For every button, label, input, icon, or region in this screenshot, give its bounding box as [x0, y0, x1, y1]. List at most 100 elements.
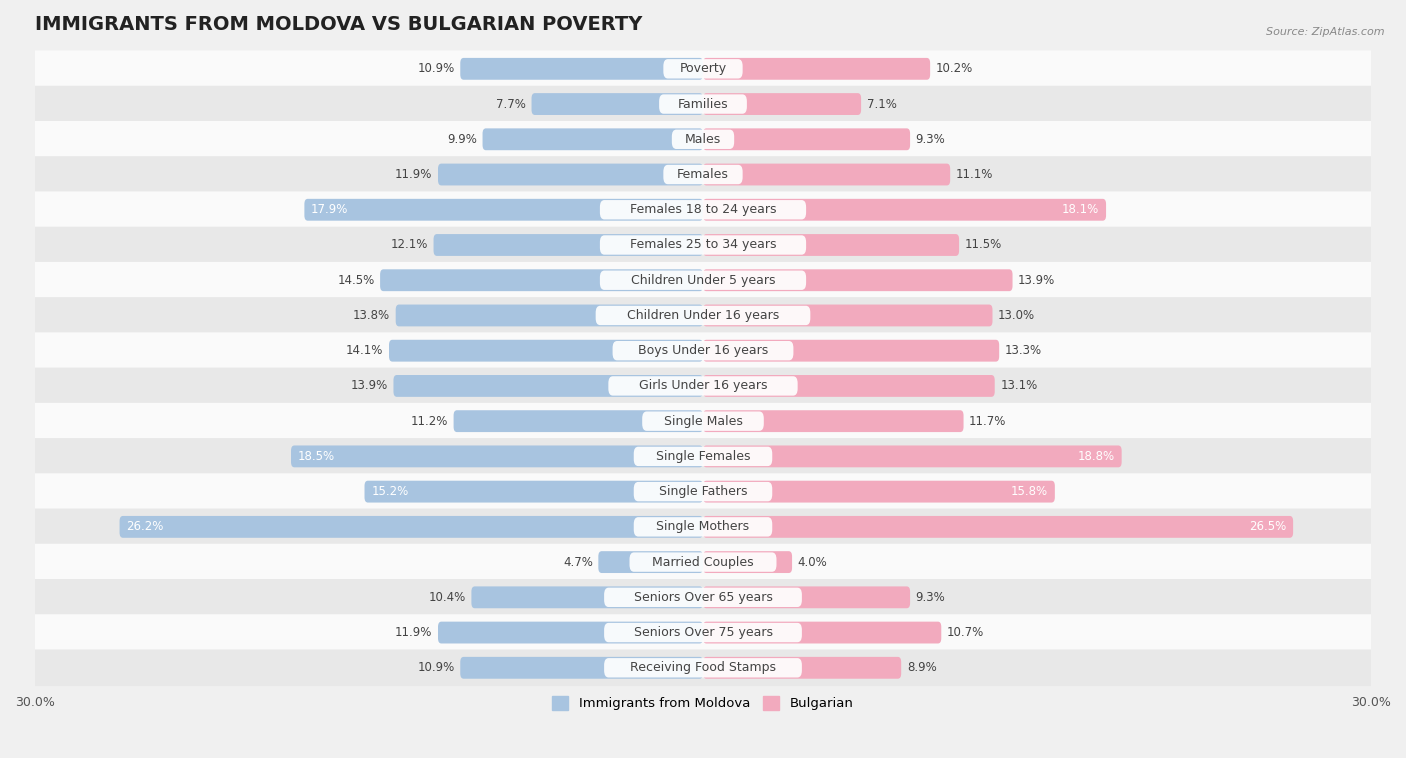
Text: 18.5%: 18.5% — [298, 450, 335, 463]
Text: 13.9%: 13.9% — [1018, 274, 1056, 287]
FancyBboxPatch shape — [24, 86, 1382, 122]
Text: 14.5%: 14.5% — [337, 274, 374, 287]
Text: 8.9%: 8.9% — [907, 661, 936, 675]
Text: 10.9%: 10.9% — [418, 62, 454, 75]
Text: 13.1%: 13.1% — [1000, 380, 1038, 393]
Text: 10.4%: 10.4% — [429, 590, 465, 604]
FancyBboxPatch shape — [703, 199, 1107, 221]
FancyBboxPatch shape — [630, 553, 776, 572]
FancyBboxPatch shape — [24, 156, 1382, 193]
FancyBboxPatch shape — [433, 234, 703, 256]
Text: 11.2%: 11.2% — [411, 415, 449, 428]
Text: 10.9%: 10.9% — [418, 661, 454, 675]
Text: 17.9%: 17.9% — [311, 203, 349, 216]
FancyBboxPatch shape — [24, 192, 1382, 228]
FancyBboxPatch shape — [703, 657, 901, 678]
Text: Females 25 to 34 years: Females 25 to 34 years — [630, 239, 776, 252]
Text: Married Couples: Married Couples — [652, 556, 754, 568]
Text: 13.0%: 13.0% — [998, 309, 1035, 322]
FancyBboxPatch shape — [291, 446, 703, 468]
FancyBboxPatch shape — [634, 482, 772, 501]
FancyBboxPatch shape — [703, 58, 931, 80]
FancyBboxPatch shape — [389, 340, 703, 362]
FancyBboxPatch shape — [24, 650, 1382, 686]
Text: Seniors Over 65 years: Seniors Over 65 years — [634, 590, 772, 604]
FancyBboxPatch shape — [531, 93, 703, 115]
FancyBboxPatch shape — [596, 305, 810, 325]
FancyBboxPatch shape — [605, 623, 801, 642]
Text: 4.0%: 4.0% — [797, 556, 827, 568]
FancyBboxPatch shape — [703, 269, 1012, 291]
FancyBboxPatch shape — [605, 587, 801, 607]
FancyBboxPatch shape — [439, 164, 703, 186]
FancyBboxPatch shape — [395, 305, 703, 327]
FancyBboxPatch shape — [703, 481, 1054, 503]
FancyBboxPatch shape — [304, 199, 703, 221]
FancyBboxPatch shape — [24, 438, 1382, 475]
Text: Receiving Food Stamps: Receiving Food Stamps — [630, 661, 776, 675]
Text: Single Fathers: Single Fathers — [659, 485, 747, 498]
Text: Children Under 16 years: Children Under 16 years — [627, 309, 779, 322]
Text: Single Males: Single Males — [664, 415, 742, 428]
FancyBboxPatch shape — [703, 622, 941, 644]
Text: 11.9%: 11.9% — [395, 168, 433, 181]
Text: 4.7%: 4.7% — [562, 556, 593, 568]
FancyBboxPatch shape — [460, 657, 703, 678]
Text: 10.2%: 10.2% — [936, 62, 973, 75]
FancyBboxPatch shape — [24, 543, 1382, 581]
FancyBboxPatch shape — [24, 297, 1382, 334]
FancyBboxPatch shape — [703, 234, 959, 256]
FancyBboxPatch shape — [634, 517, 772, 537]
Text: 10.7%: 10.7% — [946, 626, 984, 639]
Text: 18.1%: 18.1% — [1062, 203, 1099, 216]
FancyBboxPatch shape — [703, 305, 993, 327]
Text: Families: Families — [678, 98, 728, 111]
Text: 9.3%: 9.3% — [915, 133, 945, 146]
Text: 9.3%: 9.3% — [915, 590, 945, 604]
FancyBboxPatch shape — [703, 340, 1000, 362]
Text: 11.7%: 11.7% — [969, 415, 1007, 428]
FancyBboxPatch shape — [471, 587, 703, 608]
Text: 11.5%: 11.5% — [965, 239, 1002, 252]
FancyBboxPatch shape — [482, 128, 703, 150]
FancyBboxPatch shape — [613, 341, 793, 360]
FancyBboxPatch shape — [634, 446, 772, 466]
FancyBboxPatch shape — [24, 121, 1382, 158]
Text: Single Mothers: Single Mothers — [657, 520, 749, 534]
FancyBboxPatch shape — [24, 402, 1382, 440]
FancyBboxPatch shape — [380, 269, 703, 291]
FancyBboxPatch shape — [24, 262, 1382, 299]
FancyBboxPatch shape — [659, 94, 747, 114]
Legend: Immigrants from Moldova, Bulgarian: Immigrants from Moldova, Bulgarian — [547, 691, 859, 716]
Text: 15.8%: 15.8% — [1011, 485, 1047, 498]
FancyBboxPatch shape — [24, 227, 1382, 263]
FancyBboxPatch shape — [599, 551, 703, 573]
Text: Single Females: Single Females — [655, 450, 751, 463]
Text: Boys Under 16 years: Boys Under 16 years — [638, 344, 768, 357]
FancyBboxPatch shape — [24, 579, 1382, 615]
FancyBboxPatch shape — [703, 410, 963, 432]
FancyBboxPatch shape — [24, 368, 1382, 404]
Text: IMMIGRANTS FROM MOLDOVA VS BULGARIAN POVERTY: IMMIGRANTS FROM MOLDOVA VS BULGARIAN POV… — [35, 15, 643, 34]
FancyBboxPatch shape — [703, 93, 860, 115]
Text: Seniors Over 75 years: Seniors Over 75 years — [634, 626, 772, 639]
FancyBboxPatch shape — [600, 235, 806, 255]
Text: Females 18 to 24 years: Females 18 to 24 years — [630, 203, 776, 216]
FancyBboxPatch shape — [605, 658, 801, 678]
Text: Source: ZipAtlas.com: Source: ZipAtlas.com — [1267, 27, 1385, 36]
Text: 13.3%: 13.3% — [1005, 344, 1042, 357]
FancyBboxPatch shape — [703, 128, 910, 150]
FancyBboxPatch shape — [120, 516, 703, 537]
Text: 9.9%: 9.9% — [447, 133, 477, 146]
Text: 11.9%: 11.9% — [395, 626, 433, 639]
FancyBboxPatch shape — [460, 58, 703, 80]
Text: 13.9%: 13.9% — [350, 380, 388, 393]
Text: 11.1%: 11.1% — [956, 168, 993, 181]
FancyBboxPatch shape — [703, 375, 994, 397]
FancyBboxPatch shape — [439, 622, 703, 644]
FancyBboxPatch shape — [703, 164, 950, 186]
Text: 26.2%: 26.2% — [127, 520, 163, 534]
FancyBboxPatch shape — [664, 164, 742, 184]
Text: 15.2%: 15.2% — [371, 485, 409, 498]
Text: 14.1%: 14.1% — [346, 344, 384, 357]
